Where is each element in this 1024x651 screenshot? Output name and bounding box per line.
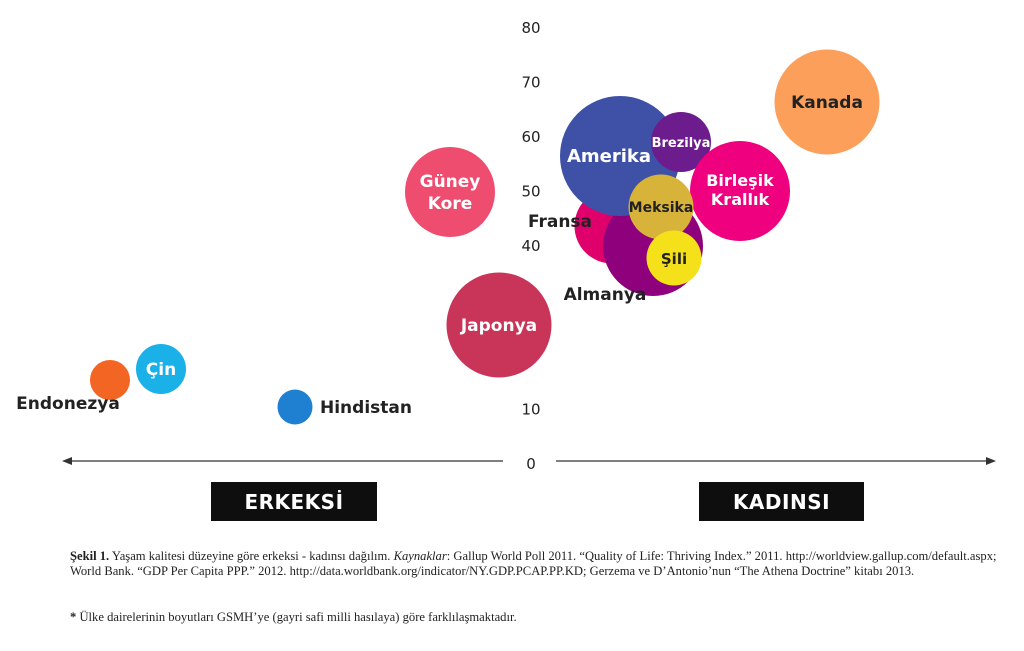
bubble-label: Endonezya [16,394,120,414]
bubble [628,174,694,240]
bubble-label: Almanya [564,285,647,305]
bubble-label: Japonya [460,316,537,336]
y-tick-label: 70 [521,74,540,92]
y-tick-label: 80 [521,19,540,37]
bubble [277,389,313,425]
bubble-label: Brezilya [652,136,711,151]
bubble-label: Meksika [629,200,694,216]
axis-arrow-right [986,457,996,465]
axis-arrow-left [62,457,72,465]
bubble [90,360,130,400]
bubble [690,141,790,241]
bubble-label: Amerika [567,146,651,167]
note-star: * [70,610,77,624]
bubble [646,230,702,286]
y-tick-label: 60 [521,128,540,146]
bubble-label: Kanada [791,93,863,113]
figure-title: Yaşam kalitesi düzeyine göre erkeksi - k… [109,549,394,563]
bubble-label: Krallık [711,190,770,209]
y-tick-label: 40 [521,237,540,255]
figure-caption: Şekil 1. Yaşam kalitesi düzeyine göre er… [70,549,1000,579]
y-tick-label: 10 [521,401,540,419]
bubble [774,49,880,155]
bubble [651,112,711,172]
y-tick-label: 50 [521,183,540,201]
figure-label: Şekil 1. [70,549,110,563]
bubble-label: Çin [146,360,176,380]
bubble-label: Hindistan [320,398,412,418]
bubble-label: Kore [428,194,472,214]
kadinsi-axis-label: KADINSI [699,482,864,521]
erkeksi-axis-label: ERKEKSİ [211,482,377,521]
figure-sources: : Gallup World Poll 2011. “Quality of Li… [70,549,997,578]
sources-label: Kaynaklar [393,549,447,563]
bubble-chart: 0104050607080EndonezyaÇinHindistanGüneyK… [16,19,996,473]
size-note: * Ülke dairelerinin boyutları GSMH’ye (g… [70,610,1000,625]
bubble [136,344,186,394]
bubble-label: Şili [661,250,687,268]
bubble-label: Birleşik [706,171,774,190]
bubble-label: Fransa [528,212,592,232]
bubble [446,272,552,378]
bubble-label: Güney [420,172,481,192]
bubble [405,147,495,237]
note-text: Ülke dairelerinin boyutları GSMH’ye (gay… [76,610,517,624]
y-tick-label: 0 [526,455,536,473]
